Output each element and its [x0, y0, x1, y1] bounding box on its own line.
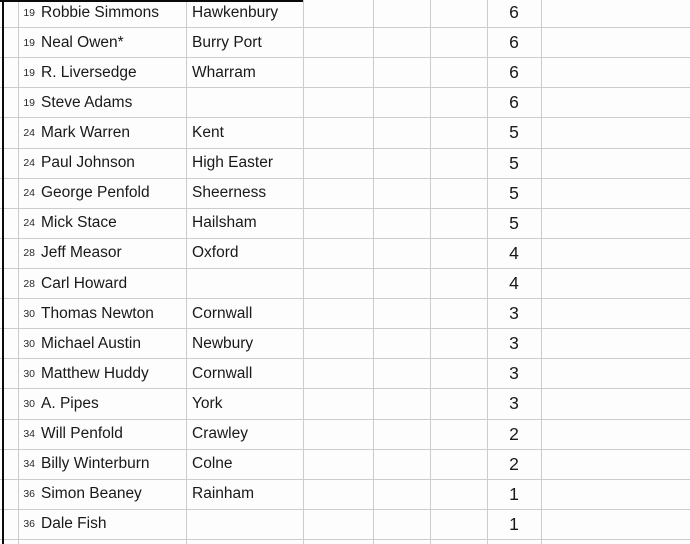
town-cell: Crawley: [192, 425, 248, 443]
table-row: 34 Will Penfold Crawley 2: [0, 420, 690, 450]
table-row: 30 A. Pipes York 3: [0, 389, 690, 420]
rank-cell: 19: [23, 36, 35, 49]
gridline-vertical: [373, 0, 374, 544]
town-cell: York: [192, 394, 223, 412]
town-cell: Hawkenbury: [192, 3, 279, 21]
name-cell: George Penfold: [41, 184, 150, 202]
rank-cell: 19: [23, 66, 35, 79]
name-cell: Matthew Huddy: [41, 364, 149, 382]
name-cell: Mick Stace: [41, 214, 117, 232]
name-cell: Steve Adams: [41, 93, 133, 111]
table-top-border: [0, 0, 303, 2]
table-row: 36 Dale Fish 1: [0, 510, 690, 540]
table-row: 19 R. Liversedge Wharram 6: [0, 58, 690, 89]
gridline-vertical: [487, 0, 488, 544]
rank-cell: 34: [23, 458, 35, 471]
rank-cell: 24: [23, 187, 35, 200]
gridline-vertical: [303, 0, 304, 544]
table-row: 19 Steve Adams 6: [0, 88, 690, 119]
table-row: 30 Matthew Huddy Cornwall 3: [0, 359, 690, 390]
rank-cell: 28: [23, 247, 35, 260]
score-cell: 1: [509, 483, 519, 504]
rank-cell: 30: [23, 337, 35, 350]
name-cell: Dale Fish: [41, 515, 107, 533]
town-cell: Oxford: [192, 244, 239, 262]
table-row: 30 Michael Austin Newbury 3: [0, 329, 690, 360]
name-cell: Simon Beaney: [41, 485, 142, 503]
rank-cell: 24: [23, 157, 35, 170]
score-cell: 3: [509, 363, 519, 384]
name-cell: Mark Warren: [41, 123, 130, 141]
rank-cell: 36: [23, 488, 35, 501]
name-cell: R. Liversedge: [41, 63, 137, 81]
name-cell: Neal Owen*: [41, 33, 124, 51]
town-cell: Sheerness: [192, 184, 267, 202]
town-cell: Cornwall: [192, 364, 253, 382]
rank-cell: 34: [23, 428, 35, 441]
town-cell: Cornwall: [192, 304, 253, 322]
name-cell: Paul Johnson: [41, 154, 135, 172]
town-cell: High Easter: [192, 154, 273, 172]
table-row: 24 George Penfold Sheerness 5: [0, 179, 690, 209]
town-cell: Wharram: [192, 63, 256, 81]
name-cell: A. Pipes: [41, 394, 99, 412]
gridline-vertical: [18, 0, 19, 544]
rank-cell: 19: [23, 6, 35, 19]
name-cell: Michael Austin: [41, 334, 141, 352]
score-cell: 5: [509, 152, 519, 173]
town-cell: Newbury: [192, 334, 254, 352]
score-cell: 3: [509, 303, 519, 324]
rank-cell: 30: [23, 397, 35, 410]
table-row: 28 Jeff Measor Oxford 4: [0, 239, 690, 269]
gridline-vertical: [430, 0, 431, 544]
table-row: 24 Mick Stace Hailsham 5: [0, 209, 690, 239]
score-cell: 1: [509, 513, 519, 534]
table-row: 24 Mark Warren Kent 5: [0, 118, 690, 149]
table-row: 30 Thomas Newton Cornwall 3: [0, 299, 690, 330]
table-row: 36 Simon Beaney Rainham 1: [0, 480, 690, 510]
name-cell: Billy Winterburn: [41, 455, 150, 473]
score-cell: 6: [509, 32, 519, 53]
score-cell: 6: [509, 62, 519, 83]
name-cell: Jeff Measor: [41, 244, 122, 262]
score-cell: 3: [509, 333, 519, 354]
town-cell: Rainham: [192, 485, 255, 503]
name-cell: Will Penfold: [41, 425, 123, 443]
town-cell: Burry Port: [192, 33, 262, 51]
score-cell: 6: [509, 2, 519, 23]
score-cell: 6: [509, 92, 519, 113]
table-left-border: [2, 0, 4, 544]
town-cell: Colne: [192, 455, 233, 473]
gridline-vertical: [541, 0, 542, 544]
table-row: 28 Carl Howard 4: [0, 269, 690, 300]
name-cell: Carl Howard: [41, 274, 128, 292]
rank-cell: 24: [23, 126, 35, 139]
score-cell: 2: [509, 423, 519, 444]
score-cell: 4: [509, 242, 519, 263]
rank-cell: 24: [23, 217, 35, 230]
town-cell: Hailsham: [192, 214, 257, 232]
score-cell: 3: [509, 393, 519, 414]
table-row: 19 Neal Owen* Burry Port 6: [0, 28, 690, 59]
town-cell: Kent: [192, 123, 224, 141]
name-cell: Thomas Newton: [41, 304, 154, 322]
score-cell: 5: [509, 212, 519, 233]
score-cell: 5: [509, 122, 519, 143]
rank-cell: 30: [23, 367, 35, 380]
score-cell: 5: [509, 182, 519, 203]
name-cell: Robbie Simmons: [41, 3, 160, 21]
table-row: 24 Paul Johnson High Easter 5: [0, 149, 690, 179]
table-row: 19 Robbie Simmons Hawkenbury 6: [0, 0, 690, 29]
score-cell: 4: [509, 273, 519, 294]
score-cell: 2: [509, 453, 519, 474]
gridline-vertical: [186, 0, 187, 544]
rank-cell: 30: [23, 307, 35, 320]
table-row: 34 Billy Winterburn Colne 2: [0, 450, 690, 480]
rank-cell: 36: [23, 518, 35, 531]
rank-cell: 19: [23, 96, 35, 109]
rank-cell: 28: [23, 277, 35, 290]
